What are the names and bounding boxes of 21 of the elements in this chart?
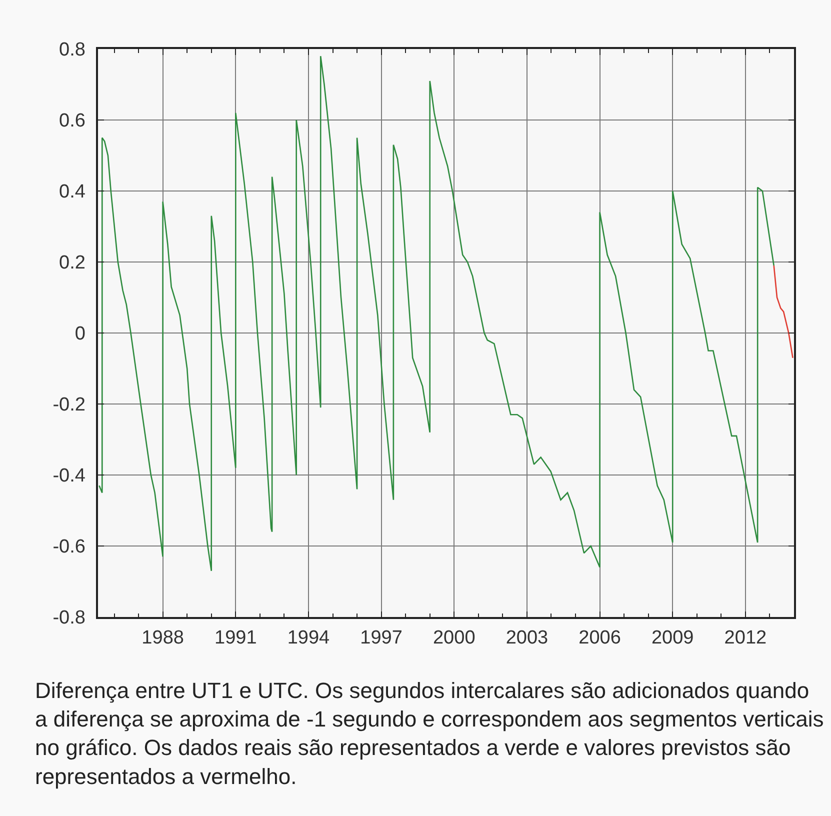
x-tick-label: 1994 (287, 628, 330, 649)
y-tick-label: 0.4 (59, 182, 86, 203)
y-tick-label: 0.2 (59, 252, 86, 274)
y-tick-label: -0.6 (52, 536, 86, 558)
line-series (98, 55, 774, 572)
x-tick-label: 2012 (724, 628, 767, 649)
y-tick-label: 0.6 (59, 110, 86, 132)
x-tick-label: 2000 (432, 628, 476, 649)
line-series (773, 264, 794, 358)
y-tick-label: -0.4 (52, 466, 86, 487)
text: Diferença entre UT1 e UTC. Os segundos intercalares são adicionados quando a diferença se aproxima de -1 segundo e correspondem aos segmentos verticais no gráfico. Os dados reais são representados a verde e valores previstos são representados a vermelho. (35, 678, 824, 789)
x-tick-label: 1997 (360, 628, 402, 649)
x-tick-label: 2003 (506, 628, 548, 649)
y-tick-label: 0 (74, 324, 86, 345)
y-tick-label: 0.8 (59, 40, 86, 61)
x-tick-label: 2009 (651, 628, 694, 649)
x-tick-label: 1988 (142, 628, 184, 649)
y-tick-label: -0.2 (52, 394, 86, 416)
y-tick-label: -0.8 (52, 608, 86, 629)
x-tick-label: 2006 (578, 628, 621, 649)
x-tick-label: 1991 (214, 628, 257, 649)
